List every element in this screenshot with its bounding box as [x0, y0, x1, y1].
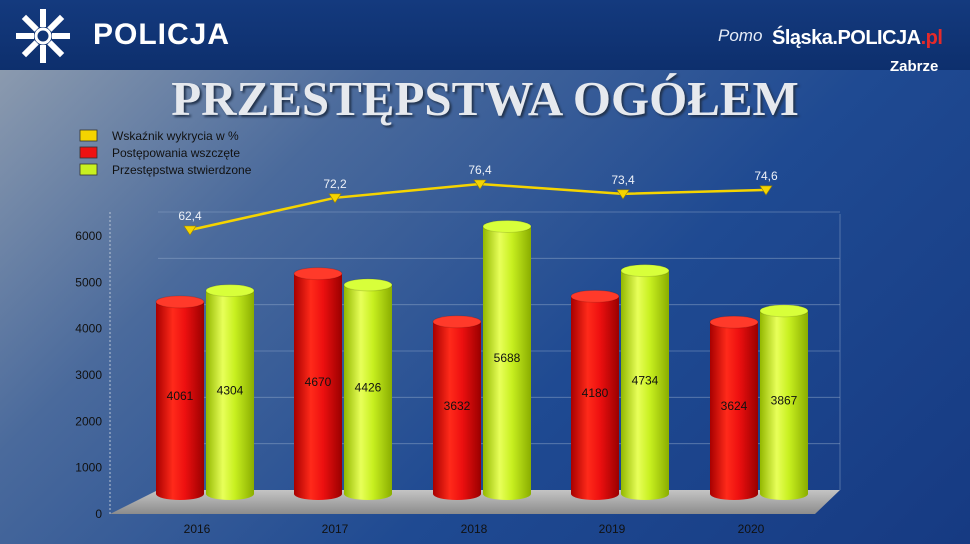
chart-title: PRZESTĘPSTWA OGÓŁEM [171, 71, 799, 126]
line-point [328, 193, 342, 204]
site-name: Śląska.POLICJA [772, 27, 921, 49]
bar-top [205, 284, 255, 298]
bar-value-label: 4670 [305, 375, 332, 389]
bar-top [620, 264, 670, 278]
bar-postepowania [571, 296, 619, 500]
bar-top [343, 278, 393, 292]
bar-postepowania [156, 301, 204, 500]
legend-label: Wskaźnik wykrycia w % [112, 129, 239, 143]
bar-przestepstwa [621, 270, 669, 500]
line-point [183, 225, 197, 236]
bar-value-label: 4734 [632, 373, 659, 387]
bar-value-label: 3632 [444, 399, 471, 413]
bar-value-label: 3867 [771, 393, 798, 407]
line-point [616, 189, 630, 200]
y-tick-label: 6000 [75, 229, 102, 243]
site-logo-text[interactable]: Śląska.POLICJA.pl [772, 27, 943, 50]
site-suffix: .pl [920, 27, 943, 49]
bar-value-label: 4180 [582, 386, 609, 400]
y-tick-label: 1000 [75, 461, 102, 475]
bar-top [293, 267, 343, 281]
y-tick-label: 2000 [75, 414, 102, 428]
line-value-label: 74,6 [754, 169, 778, 183]
bar-przestepstwa [344, 284, 392, 500]
y-tick-label: 0 [95, 507, 102, 521]
bar-przestepstwa [206, 290, 254, 500]
bar-top [482, 219, 532, 233]
line-value-label: 72,2 [323, 177, 347, 191]
bar-top [570, 289, 620, 303]
x-tick-label: 2017 [322, 522, 349, 536]
x-tick-label: 2020 [738, 522, 765, 536]
police-star-icon [16, 9, 70, 63]
bar-przestepstwa [760, 310, 808, 500]
bar-przestepstwa [483, 226, 531, 500]
header-bar: POLICJA Pomo Śląska.POLICJA.pl Zabrze [0, 0, 970, 75]
legend-swatch [79, 146, 98, 159]
bar-value-label: 4426 [355, 380, 382, 394]
line-value-label: 73,4 [611, 173, 635, 187]
y-tick-label: 4000 [75, 322, 102, 336]
line-value-label: 62,4 [178, 209, 202, 223]
city-name: Zabrze [890, 58, 939, 75]
bar-top [709, 315, 759, 329]
x-tick-label: 2016 [184, 522, 211, 536]
legend-label: Postępowania wszczęte [112, 146, 240, 160]
bar-value-label: 5688 [494, 351, 521, 365]
bar-top [155, 295, 205, 309]
x-tick-label: 2018 [461, 522, 488, 536]
bar-postepowania [294, 273, 342, 500]
y-tick-label: 5000 [75, 275, 102, 289]
bar-value-label: 4061 [167, 389, 194, 403]
bar-value-label: 3624 [721, 399, 748, 413]
y-tick-label: 3000 [75, 368, 102, 382]
legend-label: Przestępstwa stwierdzone [112, 163, 252, 177]
legend-swatch [79, 163, 98, 176]
bar-top [759, 304, 809, 318]
bar-postepowania [710, 322, 758, 500]
line-value-label: 76,4 [468, 163, 492, 177]
bar-top [432, 315, 482, 329]
bar-value-label: 4304 [217, 383, 244, 397]
line-point [759, 185, 773, 196]
bar-postepowania [433, 321, 481, 500]
x-tick-label: 2019 [599, 522, 626, 536]
line-point [473, 179, 487, 190]
brand-name: POLICJA [93, 18, 231, 51]
legend-swatch [79, 129, 98, 142]
partial-caption: Pomo [718, 26, 763, 45]
line-series-path [189, 182, 767, 232]
